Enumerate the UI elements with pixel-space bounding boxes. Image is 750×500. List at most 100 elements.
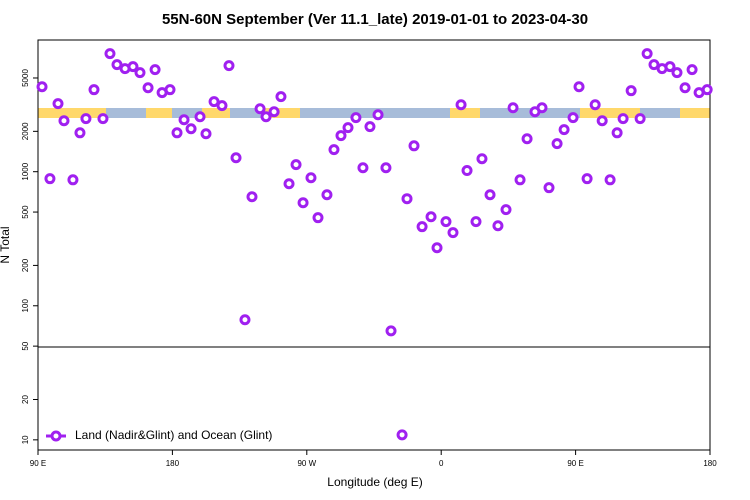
data-point (476, 153, 488, 165)
data-point (364, 121, 376, 133)
data-point (604, 174, 616, 186)
data-point (290, 159, 302, 171)
data-point (44, 173, 56, 185)
data-point (185, 123, 197, 135)
data-point (312, 212, 324, 224)
y-tick-label: 500 (21, 205, 30, 219)
y-tick-label: 10 (21, 435, 30, 444)
data-point (679, 82, 691, 94)
data-point (500, 204, 512, 216)
data-point (127, 61, 139, 73)
data-point (484, 189, 496, 201)
legend-marker (50, 430, 62, 442)
data-point (335, 130, 347, 142)
data-point (573, 81, 585, 93)
data-point (686, 64, 698, 76)
data-point (104, 48, 116, 60)
data-point (171, 127, 183, 139)
data-point (514, 174, 526, 186)
data-point (581, 173, 593, 185)
data-point (239, 314, 251, 326)
data-point (664, 61, 676, 73)
x-axis-label: Longitude (deg E) (327, 475, 422, 489)
data-point (385, 325, 397, 337)
data-point (58, 115, 70, 127)
data-point (194, 111, 206, 123)
data-point (36, 81, 48, 93)
chart-title: 55N-60N September (Ver 11.1_late) 2019-0… (162, 11, 588, 28)
data-point (372, 109, 384, 121)
data-point (521, 133, 533, 145)
y-tick-label: 5000 (21, 69, 30, 87)
data-point (74, 127, 86, 139)
legend-label: Land (Nadir&Glint) and Ocean (Glint) (75, 428, 272, 442)
data-point (254, 103, 266, 115)
data-point (416, 221, 428, 233)
data-point (380, 162, 392, 174)
plot-frame (37, 39, 711, 451)
data-point (268, 106, 280, 118)
data-point (611, 127, 623, 139)
data-point (223, 60, 235, 72)
data-point (536, 102, 548, 114)
data-point (178, 114, 190, 126)
x-tick-label: 180 (703, 459, 717, 468)
data-point (142, 82, 154, 94)
data-point (634, 113, 646, 125)
data-point (297, 197, 309, 209)
data-point (88, 84, 100, 96)
data-point (328, 144, 340, 156)
data-point (52, 98, 64, 110)
data-point (431, 242, 443, 254)
x-tick-label: 90 W (297, 459, 316, 468)
data-point (111, 59, 123, 71)
data-point (671, 67, 683, 79)
data-point (455, 99, 467, 111)
x-tick-label: 90 E (567, 459, 583, 468)
data-point (461, 165, 473, 177)
data-point (470, 216, 482, 228)
data-point (357, 162, 369, 174)
data-point (134, 67, 146, 79)
y-tick-label: 2000 (21, 122, 30, 140)
data-point (305, 172, 317, 184)
data-point (589, 99, 601, 111)
data-point (97, 113, 109, 125)
data-point (701, 84, 713, 96)
data-point (625, 85, 637, 97)
data-point (551, 138, 563, 150)
y-tick-label: 50 (21, 341, 30, 350)
data-point (321, 189, 333, 201)
y-axis-label: N Total (0, 226, 12, 263)
data-point (216, 100, 228, 112)
data-point (641, 48, 653, 60)
data-point (492, 220, 504, 232)
data-point (401, 193, 413, 205)
x-tick-label: 0 (439, 459, 444, 468)
data-point (275, 91, 287, 103)
data-point (149, 64, 161, 76)
data-point (567, 112, 579, 124)
y-tick-label: 100 (21, 299, 30, 313)
data-point (543, 182, 555, 194)
y-tick-label: 1000 (21, 162, 30, 180)
data-point (246, 191, 258, 203)
y-tick-label: 200 (21, 258, 30, 272)
data-point (80, 113, 92, 125)
data-point (440, 216, 452, 228)
data-point (283, 178, 295, 190)
data-point (596, 115, 608, 127)
data-point (425, 211, 437, 223)
x-tick-label: 90 E (30, 459, 46, 468)
data-point (507, 102, 519, 114)
data-point (200, 128, 212, 140)
data-point (648, 59, 660, 71)
data-point (230, 152, 242, 164)
data-point (208, 96, 220, 108)
data-point (164, 84, 176, 96)
data-point (342, 122, 354, 134)
data-point (396, 429, 408, 441)
data-point (447, 227, 459, 239)
data-point (350, 112, 362, 124)
